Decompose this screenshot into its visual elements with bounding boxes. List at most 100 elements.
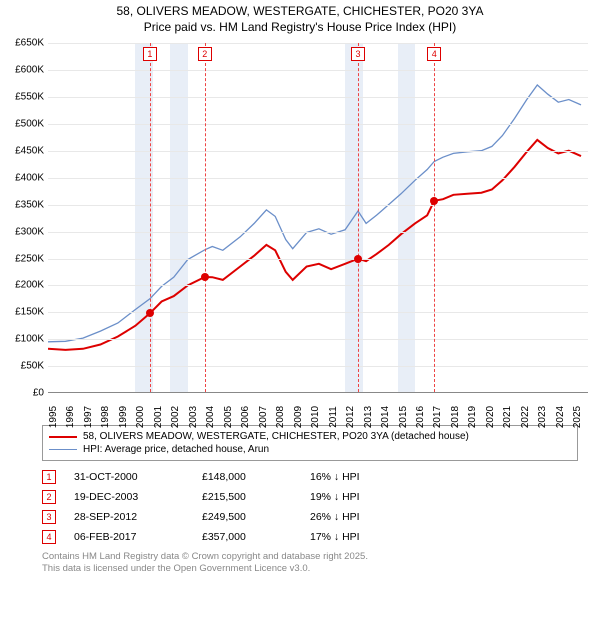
sale-row-diff: 17% ↓ HPI: [310, 531, 578, 543]
sale-row: 328-SEP-2012£249,50026% ↓ HPI: [42, 507, 578, 527]
chart-svg: [48, 43, 588, 393]
gridline: [48, 232, 588, 233]
footer-line-2: This data is licensed under the Open Gov…: [42, 563, 592, 575]
y-tick-label: £550K: [15, 92, 44, 103]
y-tick-label: £50K: [21, 361, 44, 372]
gridline: [48, 151, 588, 152]
x-tick-label: 2018: [450, 406, 461, 428]
x-tick-label: 2016: [415, 406, 426, 428]
y-tick-label: £150K: [15, 307, 44, 318]
sale-row: 2 19-DEC-2003 £215,500 19% ↓ HPI: [42, 487, 578, 507]
sales-table: 131-OCT-2000£148,00016% ↓ HPI219-DEC-200…: [42, 467, 578, 547]
x-tick-label: 2019: [467, 406, 478, 428]
gridline: [48, 97, 588, 98]
sale-marker-dot: [201, 273, 209, 281]
x-tick-label: 2006: [240, 406, 251, 428]
sale-row-diff: 19% ↓ HPI: [310, 491, 578, 503]
sale-marker-dot: [354, 255, 362, 263]
x-tick-label: 2025: [572, 406, 583, 428]
price-paid-line: [48, 140, 581, 350]
gridline: [48, 366, 588, 367]
gridline: [48, 178, 588, 179]
sale-marker-dot: [430, 197, 438, 205]
sale-row-date: 06-FEB-2017: [74, 531, 184, 543]
footer: Contains HM Land Registry data © Crown c…: [42, 551, 592, 575]
x-tick-label: 2003: [188, 406, 199, 428]
chart-container: 58, OLIVERS MEADOW, WESTERGATE, CHICHEST…: [0, 0, 600, 579]
x-tick-label: 2022: [520, 406, 531, 428]
sale-row-price: £249,500: [202, 511, 292, 523]
x-tick-label: 1997: [83, 406, 94, 428]
x-tick-label: 2012: [345, 406, 356, 428]
title-line-1: 58, OLIVERS MEADOW, WESTERGATE, CHICHEST…: [8, 4, 592, 20]
gridline: [48, 285, 588, 286]
legend-swatch: [49, 436, 77, 438]
x-tick-label: 2024: [555, 406, 566, 428]
sale-row-diff: 26% ↓ HPI: [310, 511, 578, 523]
sale-row-diff: 16% ↓ HPI: [310, 471, 578, 483]
sale-row-price: £357,000: [202, 531, 292, 543]
x-tick-label: 1999: [118, 406, 129, 428]
x-axis: 1995199619971998199920002001200220032004…: [48, 395, 588, 419]
plot-area: 1234: [48, 43, 588, 393]
legend: 58, OLIVERS MEADOW, WESTERGATE, CHICHEST…: [42, 425, 578, 461]
sale-row: 131-OCT-2000£148,00016% ↓ HPI: [42, 467, 578, 487]
sale-row-price: £215,500: [202, 491, 292, 503]
gridline: [48, 70, 588, 71]
sale-row: 4 06-FEB-2017 £357,000 17% ↓ HPI: [42, 527, 578, 547]
x-tick-label: 2001: [153, 406, 164, 428]
legend-swatch: [49, 449, 77, 450]
y-tick-label: £450K: [15, 145, 44, 156]
x-tick-label: 2023: [537, 406, 548, 428]
sale-marker-line: [358, 43, 359, 392]
gridline: [48, 312, 588, 313]
legend-label: HPI: Average price, detached house, Arun: [83, 444, 269, 455]
sale-marker-line: [434, 43, 435, 392]
sale-marker-line: [205, 43, 206, 392]
sale-marker-line: [150, 43, 151, 392]
gridline: [48, 205, 588, 206]
x-tick-label: 2009: [293, 406, 304, 428]
y-tick-label: £100K: [15, 334, 44, 345]
sale-marker-label: 4: [427, 47, 441, 61]
y-tick-label: £250K: [15, 253, 44, 264]
x-tick-label: 1996: [65, 406, 76, 428]
x-tick-label: 2021: [502, 406, 513, 428]
x-tick-label: 2013: [363, 406, 374, 428]
x-tick-label: 2015: [398, 406, 409, 428]
x-tick-label: 2011: [328, 406, 339, 428]
legend-label: 58, OLIVERS MEADOW, WESTERGATE, CHICHEST…: [83, 431, 469, 442]
gridline: [48, 259, 588, 260]
x-tick-label: 1998: [100, 406, 111, 428]
chart-area: £0£50K£100K£150K£200K£250K£300K£350K£400…: [8, 39, 592, 419]
y-tick-label: £650K: [15, 38, 44, 49]
gridline: [48, 339, 588, 340]
y-tick-label: £500K: [15, 118, 44, 129]
y-tick-label: £600K: [15, 65, 44, 76]
y-axis: £0£50K£100K£150K£200K£250K£300K£350K£400…: [8, 43, 46, 393]
x-tick-label: 2007: [258, 406, 269, 428]
gridline: [48, 43, 588, 44]
x-tick-label: 2014: [380, 406, 391, 428]
sale-marker-label: 1: [143, 47, 157, 61]
x-tick-label: 2017: [432, 406, 443, 428]
y-tick-label: £0: [33, 388, 44, 399]
sale-row-marker: 4: [42, 530, 56, 544]
x-tick-label: 2002: [170, 406, 181, 428]
gridline: [48, 124, 588, 125]
x-tick-label: 2010: [310, 406, 321, 428]
sale-row-date: 28-SEP-2012: [74, 511, 184, 523]
x-tick-label: 2020: [485, 406, 496, 428]
sale-row-price: £148,000: [202, 471, 292, 483]
title-line-2: Price paid vs. HM Land Registry's House …: [8, 20, 592, 36]
y-tick-label: £400K: [15, 172, 44, 183]
sale-row-marker: 1: [42, 470, 56, 484]
x-tick-label: 2008: [275, 406, 286, 428]
footer-line-1: Contains HM Land Registry data © Crown c…: [42, 551, 592, 563]
x-tick-label: 2004: [205, 406, 216, 428]
x-tick-label: 2000: [135, 406, 146, 428]
legend-row: 58, OLIVERS MEADOW, WESTERGATE, CHICHEST…: [49, 430, 571, 443]
sale-row-date: 19-DEC-2003: [74, 491, 184, 503]
sale-marker-label: 3: [351, 47, 365, 61]
sale-row-marker: 2: [42, 490, 56, 504]
